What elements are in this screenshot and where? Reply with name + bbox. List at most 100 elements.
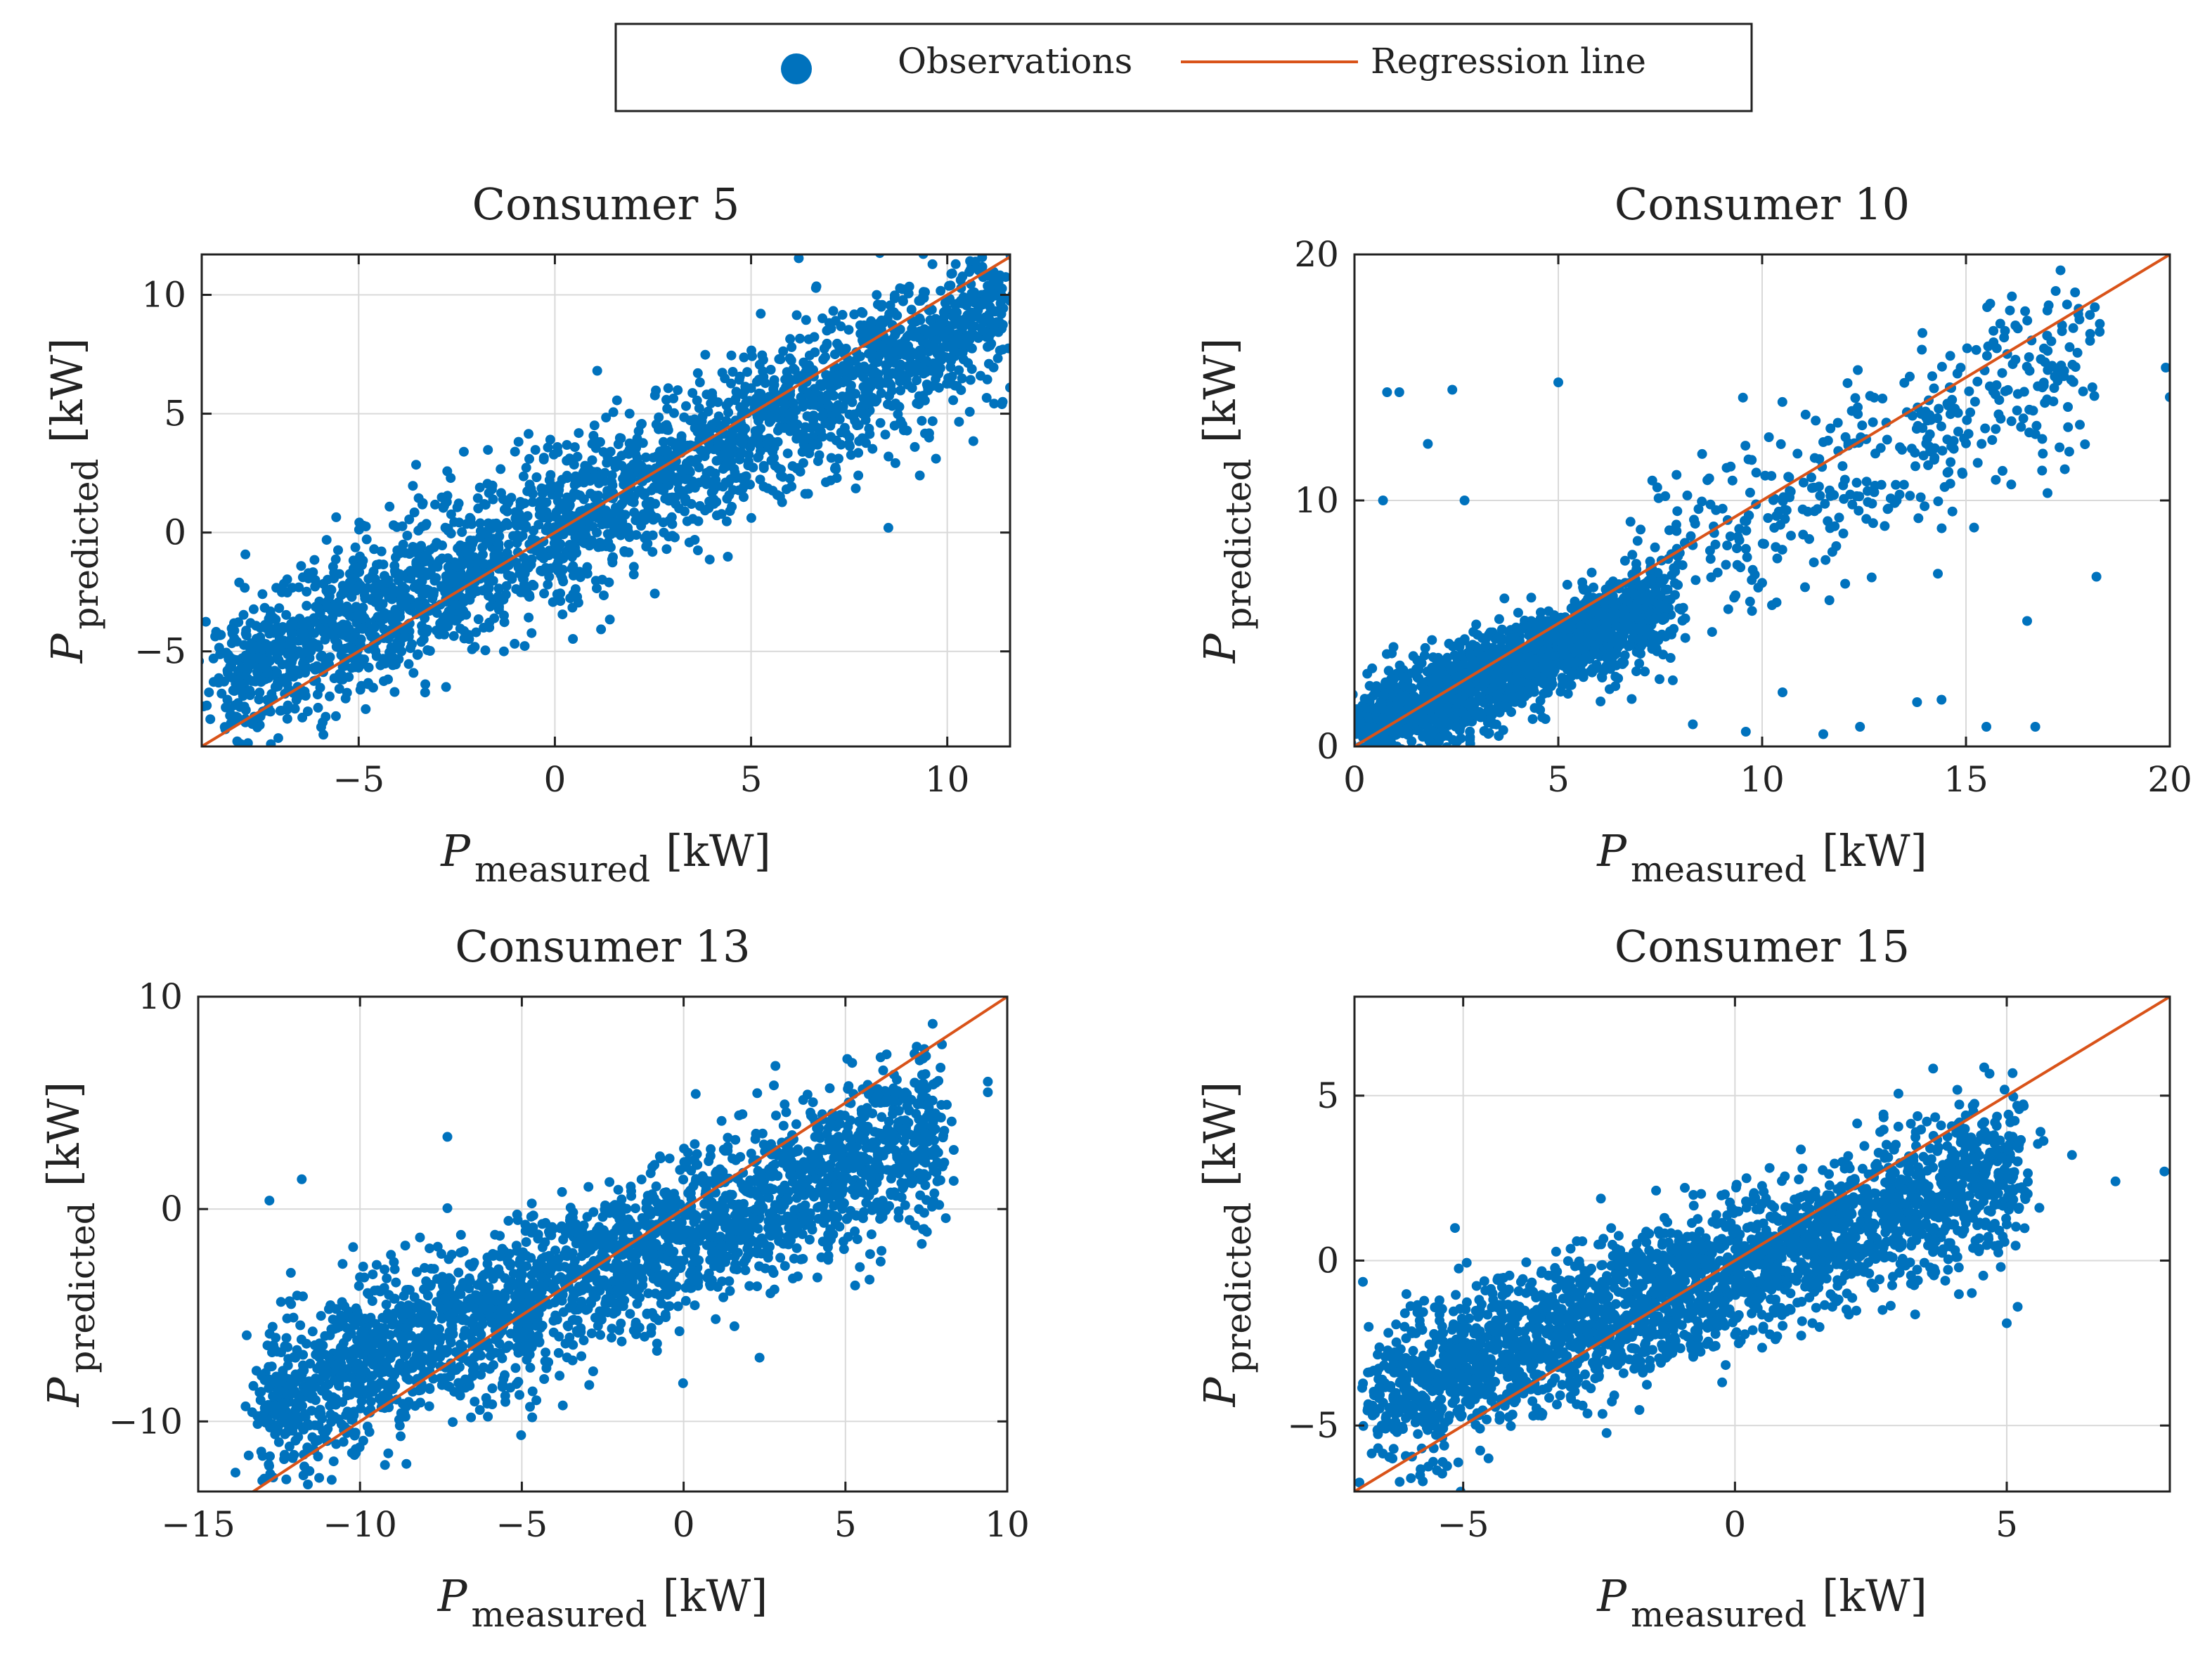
data-point bbox=[995, 345, 1005, 356]
data-point bbox=[763, 483, 773, 493]
data-point bbox=[531, 472, 542, 482]
data-point bbox=[1740, 441, 1751, 451]
data-point bbox=[500, 589, 511, 600]
data-point bbox=[1362, 741, 1373, 746]
data-point bbox=[223, 649, 233, 660]
data-point bbox=[321, 585, 332, 596]
data-point bbox=[1667, 629, 1676, 640]
data-point bbox=[2050, 286, 2061, 296]
data-point bbox=[408, 668, 419, 678]
data-point bbox=[609, 507, 620, 518]
data-point bbox=[1832, 418, 1843, 428]
data-point bbox=[904, 281, 914, 292]
data-point bbox=[1868, 417, 1878, 427]
data-point bbox=[321, 752, 331, 762]
data-point bbox=[1693, 504, 1704, 515]
data-point bbox=[1933, 496, 1943, 507]
data-point bbox=[2043, 300, 2054, 311]
data-point bbox=[1423, 439, 1433, 449]
data-point bbox=[361, 534, 372, 545]
data-point bbox=[945, 362, 956, 373]
data-point bbox=[1747, 575, 1757, 585]
data-point bbox=[1629, 607, 1640, 618]
data-point bbox=[857, 401, 867, 411]
data-point bbox=[804, 350, 815, 361]
data-point bbox=[1527, 714, 1538, 725]
data-point bbox=[1000, 244, 1009, 254]
data-point bbox=[568, 634, 578, 644]
data-point bbox=[1442, 675, 1453, 685]
data-point bbox=[221, 788, 231, 798]
data-point bbox=[555, 552, 565, 562]
data-point bbox=[828, 306, 839, 316]
data-point bbox=[1640, 666, 1650, 677]
data-point bbox=[519, 498, 530, 509]
data-point bbox=[421, 550, 432, 561]
data-point bbox=[1766, 471, 1777, 481]
data-point bbox=[1697, 448, 1707, 459]
data-point bbox=[1579, 585, 1589, 595]
data-point bbox=[1634, 659, 1645, 668]
data-point bbox=[360, 584, 370, 595]
data-point bbox=[562, 440, 572, 450]
data-point bbox=[1792, 448, 1803, 459]
data-point bbox=[1697, 496, 1707, 507]
data-point bbox=[257, 589, 268, 600]
data-point bbox=[964, 330, 975, 340]
data-point bbox=[1809, 482, 1819, 493]
data-point bbox=[1544, 606, 1554, 616]
data-point bbox=[642, 530, 652, 541]
data-point bbox=[1764, 432, 1774, 442]
data-point bbox=[661, 394, 671, 405]
data-point bbox=[1409, 753, 1418, 763]
data-point bbox=[303, 568, 313, 578]
data-point bbox=[331, 642, 342, 652]
data-point bbox=[694, 462, 704, 472]
data-point bbox=[1501, 665, 1512, 675]
data-point bbox=[439, 629, 450, 640]
data-point bbox=[962, 339, 972, 350]
data-point bbox=[518, 471, 529, 481]
data-point bbox=[1818, 437, 1828, 447]
data-point bbox=[330, 554, 341, 564]
data-point bbox=[565, 525, 576, 536]
data-point bbox=[498, 646, 509, 656]
data-point bbox=[957, 373, 967, 384]
data-point bbox=[1820, 555, 1831, 565]
data-point bbox=[1369, 722, 1379, 732]
data-point bbox=[415, 544, 426, 555]
data-point bbox=[870, 367, 881, 377]
data-point bbox=[603, 537, 614, 548]
data-point bbox=[1403, 681, 1414, 692]
data-point bbox=[1365, 761, 1375, 771]
data-point bbox=[774, 354, 784, 364]
data-point bbox=[785, 334, 796, 344]
data-point bbox=[1777, 545, 1787, 555]
data-point bbox=[459, 633, 470, 644]
data-point bbox=[1447, 384, 1458, 395]
data-point bbox=[669, 408, 679, 418]
data-point bbox=[1574, 633, 1584, 644]
data-point bbox=[548, 597, 558, 607]
data-point bbox=[2043, 488, 2052, 498]
data-point bbox=[510, 513, 521, 524]
data-point bbox=[411, 460, 421, 470]
data-point bbox=[1513, 607, 1523, 618]
data-point bbox=[1338, 736, 1347, 746]
data-point bbox=[1711, 505, 1721, 515]
data-point bbox=[1943, 467, 1954, 477]
data-point bbox=[545, 470, 556, 480]
data-point bbox=[1920, 501, 1930, 512]
data-point bbox=[690, 535, 700, 545]
data-point bbox=[355, 551, 365, 562]
data-point bbox=[493, 550, 504, 561]
data-point bbox=[271, 623, 281, 634]
data-point bbox=[1906, 444, 1917, 454]
data-point bbox=[902, 425, 912, 436]
observations-marker bbox=[781, 53, 812, 84]
data-point bbox=[205, 714, 216, 725]
data-point bbox=[681, 401, 691, 411]
data-point bbox=[562, 473, 572, 484]
data-point bbox=[524, 590, 535, 600]
data-point bbox=[1645, 595, 1655, 605]
